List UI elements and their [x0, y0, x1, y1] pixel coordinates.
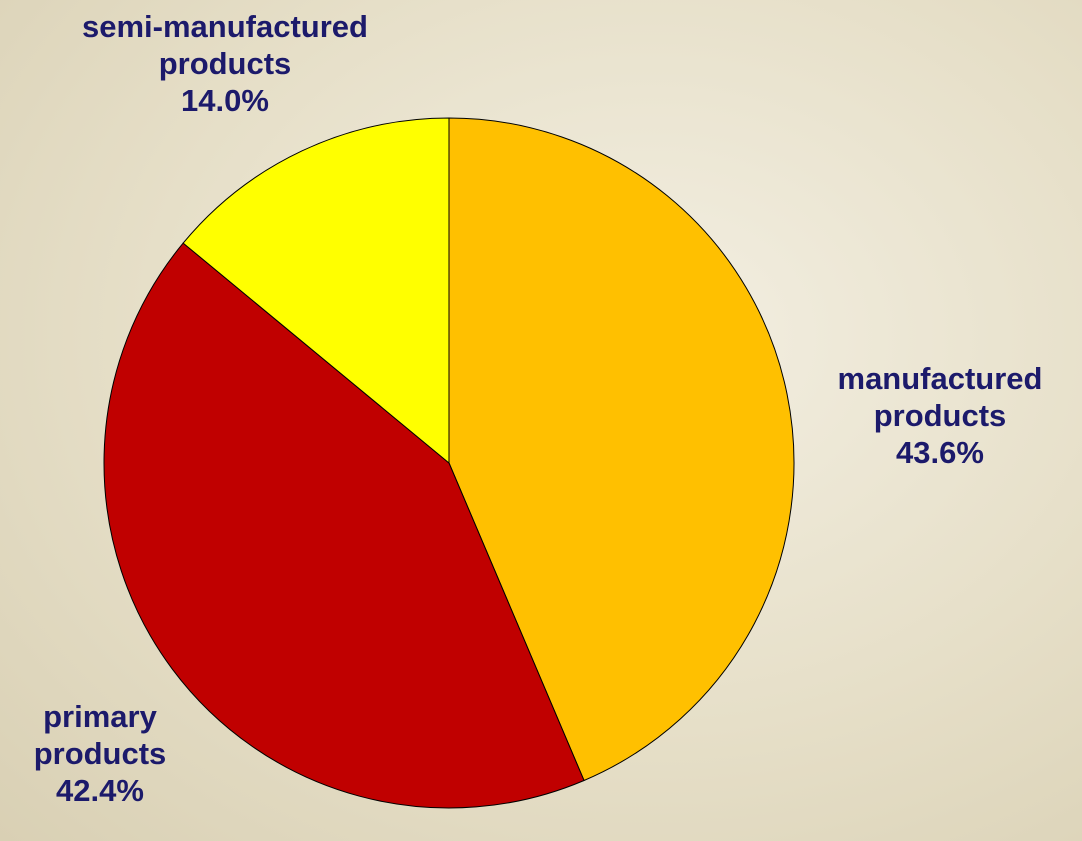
- value-label: 42.4%: [0, 772, 210, 809]
- page: {"chart_data": {"type": "pie", "categori…: [0, 0, 1082, 841]
- category-label: semi-manufactured products: [75, 8, 375, 82]
- category-label: primary products: [0, 698, 210, 772]
- value-label: 43.6%: [790, 434, 1082, 471]
- category-label: manufactured products: [790, 360, 1082, 434]
- value-label: 14.0%: [75, 82, 375, 119]
